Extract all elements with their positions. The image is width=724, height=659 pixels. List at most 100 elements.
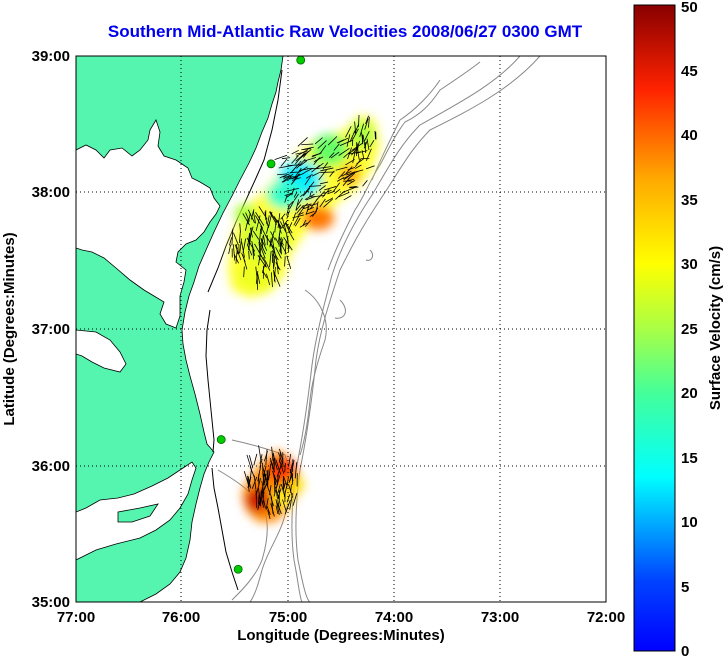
velocity-vector	[341, 170, 352, 177]
velocity-vector	[347, 180, 356, 186]
velocity-vector	[277, 488, 282, 500]
radar-station-marker	[266, 159, 276, 169]
velocity-vector	[261, 264, 266, 274]
velocity-vector	[259, 489, 263, 506]
colorbar-ticks: 0 5 10 15 20 25 30 35 40 45 50	[681, 0, 698, 659]
velocity-vector	[361, 150, 365, 159]
velocity-vector	[287, 164, 301, 167]
velocity-vector	[262, 462, 264, 476]
velocity-vector	[275, 262, 281, 271]
velocity-vector	[267, 509, 271, 520]
velocity-vector	[318, 169, 327, 181]
velocity-vector	[260, 238, 268, 251]
velocity-vector	[268, 463, 272, 481]
velocity-vector	[280, 213, 286, 220]
velocity-vector	[320, 167, 334, 172]
velocity-vector	[351, 148, 358, 156]
velocity-vector	[252, 230, 260, 240]
grid-lines	[76, 56, 606, 602]
velocity-vector	[362, 134, 366, 147]
velocity-vector	[261, 235, 264, 248]
y-tick-label: 35:00	[32, 594, 70, 611]
velocity-vector	[286, 255, 292, 270]
velocity-vector	[309, 191, 312, 198]
velocity-vector	[257, 273, 261, 284]
velocity-vector	[256, 478, 262, 495]
velocity-vector	[322, 162, 329, 170]
velocity-vector	[311, 171, 321, 177]
velocity-vector	[291, 177, 301, 181]
colorbar-tick-label: 15	[681, 450, 698, 467]
velocity-vector	[278, 224, 282, 234]
velocity-vector	[292, 493, 298, 506]
x-tick-label: 76:00	[162, 609, 200, 626]
velocity-vector	[282, 499, 287, 513]
velocity-vector	[295, 204, 302, 211]
velocity-vector	[262, 470, 265, 485]
velocity-vector	[333, 143, 340, 151]
velocity-vector	[272, 250, 279, 261]
velocity-vector	[255, 271, 259, 285]
y-tick-label: 36:00	[32, 458, 70, 475]
velocity-vector	[269, 485, 272, 496]
velocity-vector	[305, 173, 313, 179]
velocity-vector	[290, 484, 292, 494]
velocity-vector	[265, 498, 269, 510]
velocity-vector	[362, 180, 368, 187]
velocity-vector	[284, 194, 288, 203]
velocity-vector	[278, 497, 282, 507]
velocity-vector	[255, 493, 258, 509]
velocity-vector	[263, 500, 266, 509]
velocity-vector	[262, 493, 264, 505]
velocity-vector	[275, 246, 282, 259]
land-mass	[76, 56, 284, 602]
velocity-vector	[275, 488, 278, 499]
velocity-vector	[320, 181, 329, 185]
velocity-vector	[246, 454, 252, 470]
velocity-vector	[267, 211, 273, 229]
velocity-vector	[266, 224, 270, 234]
velocity-vector	[266, 505, 271, 516]
velocity-vector	[306, 210, 315, 215]
velocity-vector	[288, 230, 295, 241]
velocity-vector	[336, 177, 345, 182]
velocity-vector	[281, 157, 291, 160]
velocity-vector	[328, 152, 335, 158]
velocity-vector	[308, 185, 322, 187]
velocity-vector	[260, 478, 266, 493]
velocity-vector	[354, 121, 357, 135]
velocity-vector	[279, 448, 284, 461]
velocity-vector	[294, 217, 301, 227]
x-tick-label: 74:00	[375, 609, 413, 626]
colorbar-tick-label: 25	[681, 321, 698, 338]
velocity-vector	[363, 131, 370, 143]
velocity-vector	[258, 254, 261, 266]
velocity-vector	[294, 462, 298, 479]
colorbar	[633, 4, 676, 652]
velocity-vector	[275, 459, 282, 475]
velocity-vector	[280, 158, 288, 167]
velocity-vector	[363, 140, 368, 149]
velocity-vector	[228, 244, 232, 255]
velocity-vector	[319, 145, 327, 155]
x-tick-label: 72:00	[587, 609, 625, 626]
velocity-vector	[293, 193, 299, 201]
velocity-vector	[369, 140, 375, 148]
velocity-vector	[338, 171, 346, 179]
velocity-vector	[368, 116, 370, 128]
velocity-vector	[246, 244, 253, 256]
velocity-vector	[252, 210, 256, 224]
bathymetry-contours	[217, 56, 541, 602]
velocity-vector	[323, 198, 333, 208]
velocity-vector	[269, 211, 278, 223]
velocity-vector	[276, 474, 279, 485]
velocity-vector	[242, 238, 247, 253]
radar-station-marker	[233, 564, 243, 574]
velocity-vector	[262, 234, 266, 246]
velocity-vector	[284, 463, 286, 473]
velocity-vector	[232, 244, 236, 261]
velocity-vector	[291, 155, 299, 164]
velocity-vector	[297, 212, 304, 216]
velocity-vector	[297, 137, 308, 147]
